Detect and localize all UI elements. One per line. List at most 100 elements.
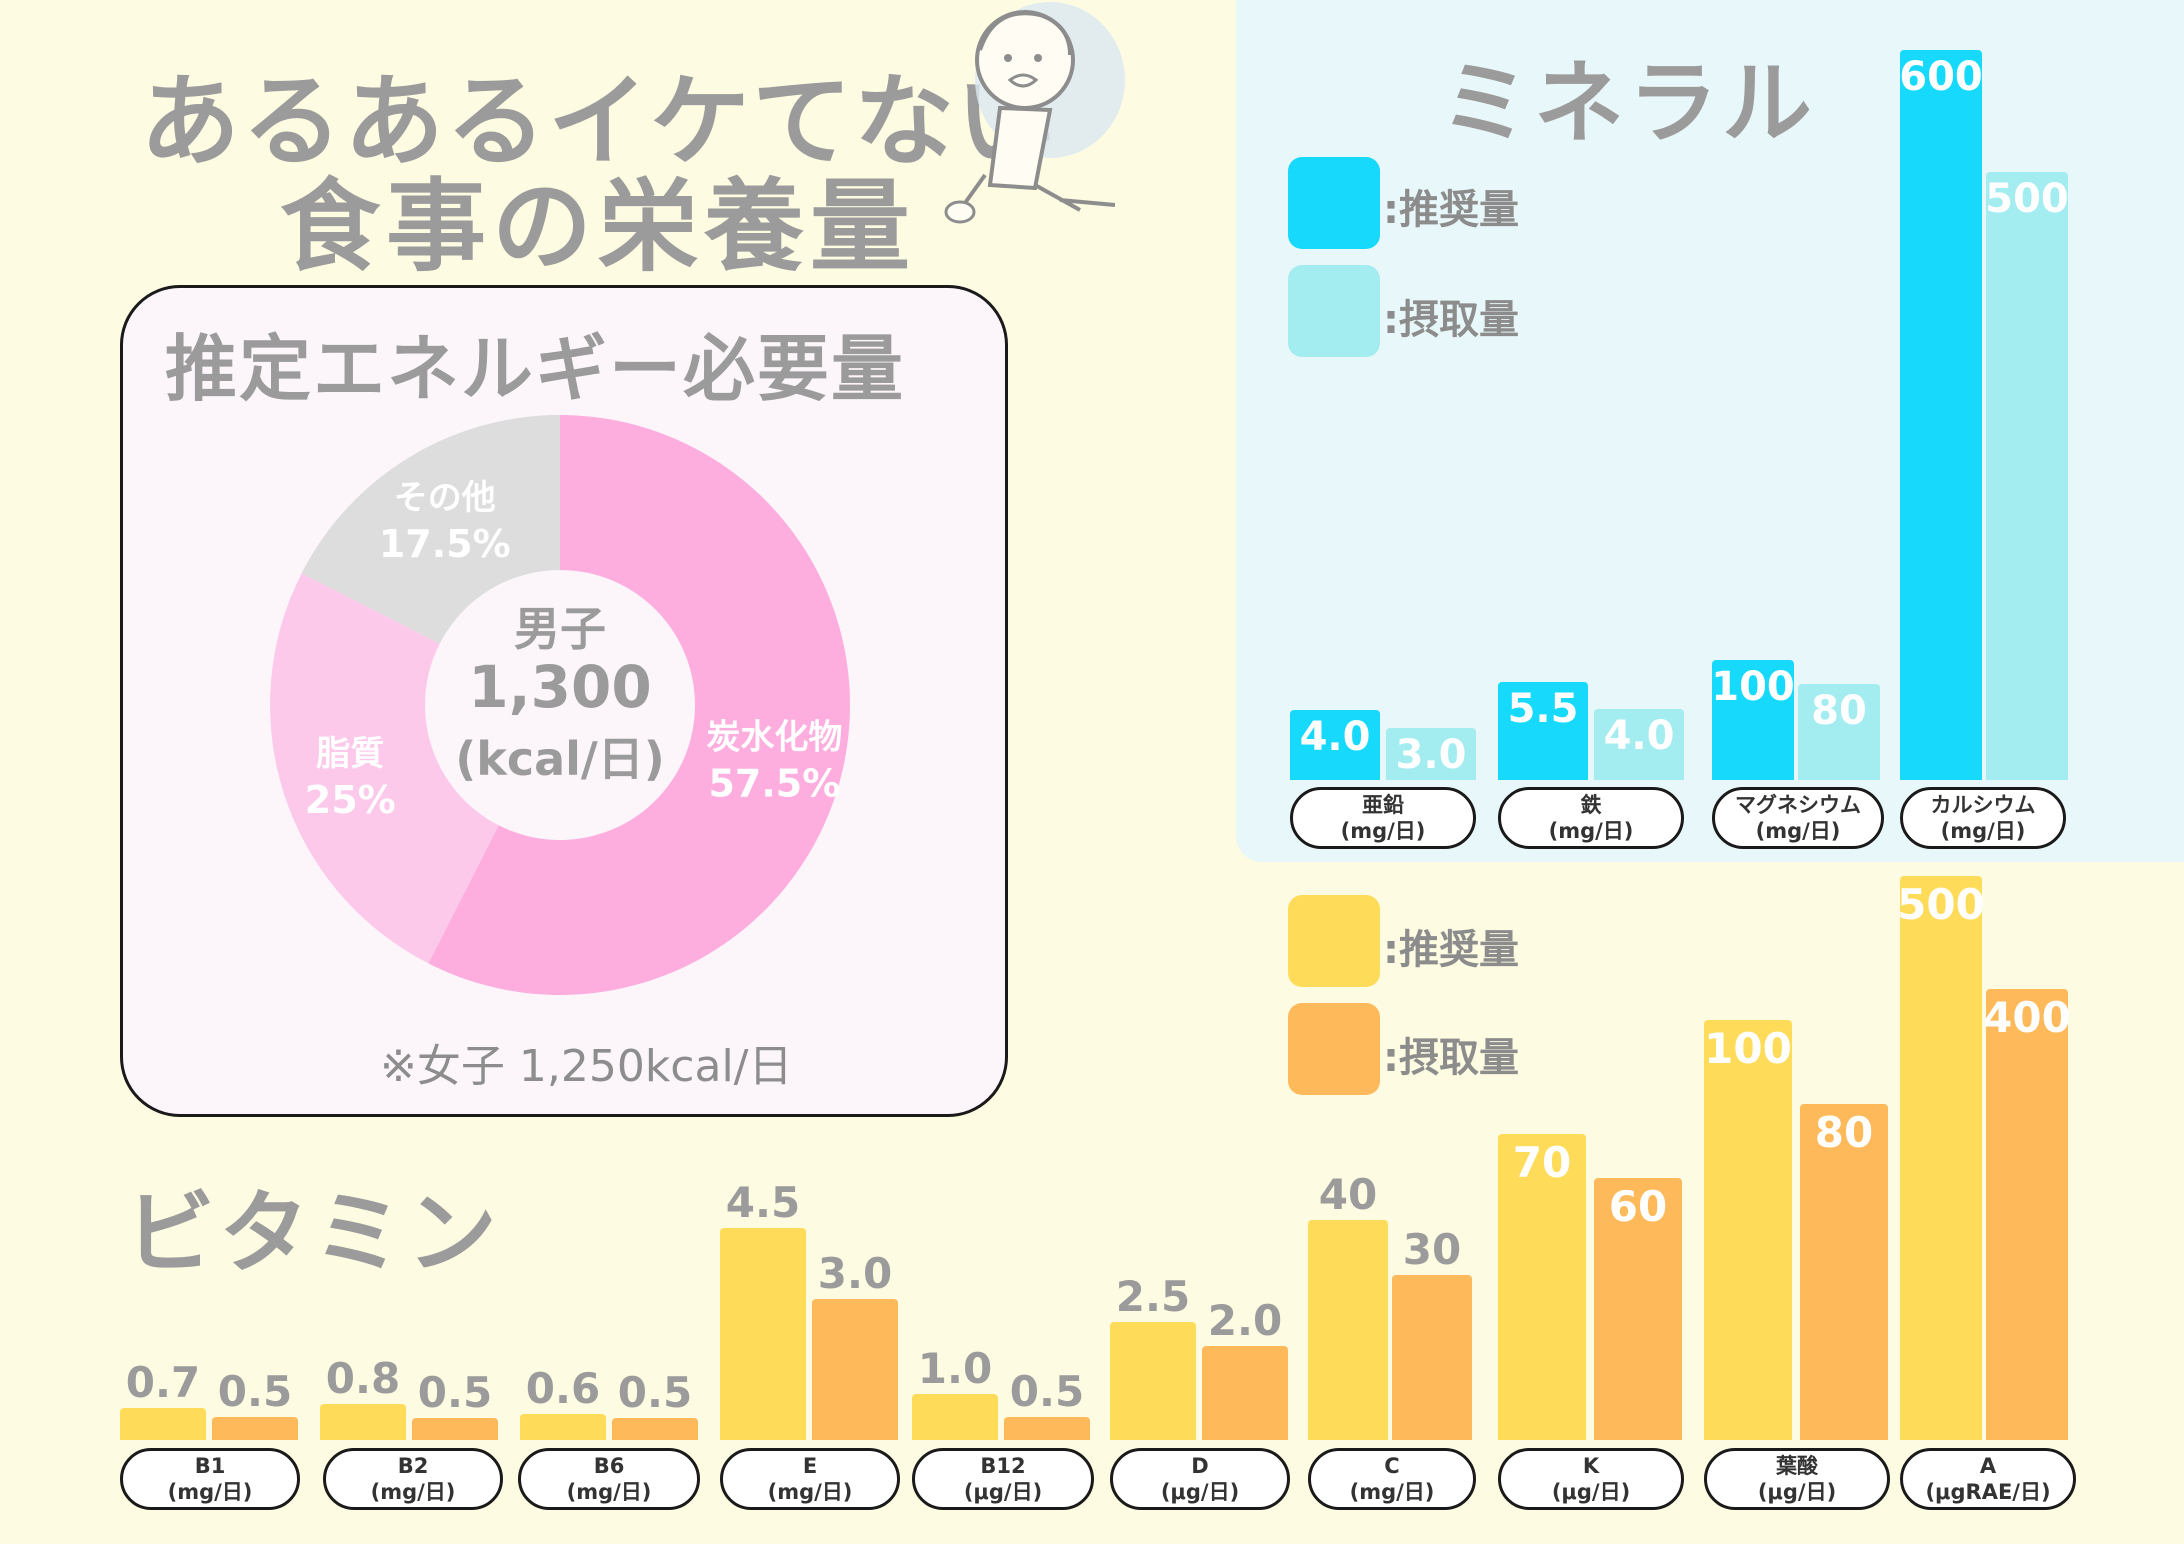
category-label: B6 (mg/日) (518, 1448, 700, 1510)
bar-value-label: 0.5 (417, 1367, 493, 1417)
energy-note: ※女子 1,250kcal/日 (380, 1041, 793, 1092)
bar-recommended (1498, 1134, 1586, 1440)
bar-value-label: 70 (1512, 1138, 1572, 1187)
bar-intake (1800, 1104, 1888, 1440)
category-label: D (μg/日) (1110, 1448, 1290, 1510)
energy-title: 推定エネルギー必要量 (165, 327, 906, 411)
bar-recommended (120, 1408, 206, 1440)
category-label: B1 (mg/日) (120, 1448, 300, 1510)
category-name: 鉄 (1580, 793, 1602, 817)
bar-value-label: 5.5 (1507, 686, 1579, 732)
category-label: 鉄 (mg/日) (1498, 787, 1684, 849)
bar-intake (412, 1417, 498, 1440)
donut-slice-3 (301, 415, 560, 644)
bar-recommended (1308, 1220, 1388, 1440)
category-unit: (μg/日) (963, 1480, 1043, 1504)
category-unit: (mg/日) (1548, 819, 1634, 843)
bar-recommended (912, 1394, 998, 1440)
bar-value-label: 2.5 (1115, 1272, 1191, 1321)
category-label: A (μgRAE/日) (1900, 1448, 2076, 1510)
category-name: B6 (593, 1454, 625, 1478)
legend-label-recommended: :推奨量 (1383, 187, 1519, 233)
bar-recommended (320, 1404, 406, 1440)
bar-recommended (1498, 682, 1588, 780)
bar-value-label: 4.5 (725, 1178, 801, 1227)
category-unit: (μgRAE/日) (1925, 1480, 2051, 1504)
category-unit: (mg/日) (1349, 1480, 1435, 1504)
bar-value-label: 1.0 (917, 1344, 993, 1393)
donut-center-label: 男子 (514, 602, 606, 656)
donut-slice-2 (270, 573, 499, 964)
bar-intake (812, 1298, 898, 1440)
bar-intake (1004, 1417, 1090, 1440)
bar-value-label: 100 (1704, 1024, 1792, 1073)
donut-slice-1 (428, 415, 850, 995)
category-label: マグネシウム (mg/日) (1712, 787, 1884, 849)
donut-slice-label: 脂質 (316, 734, 384, 774)
bar-value-label: 30 (1402, 1225, 1462, 1274)
mineral-title: ミネラル (1440, 51, 1816, 156)
bar-intake (1392, 1275, 1472, 1440)
category-name: B12 (980, 1454, 1026, 1478)
category-label: 亜鉛 (mg/日) (1290, 787, 1476, 849)
category-label: K (μg/日) (1498, 1448, 1684, 1510)
category-name: マグネシウム (1735, 793, 1861, 817)
category-name: K (1582, 1454, 1600, 1478)
bar-intake (612, 1418, 698, 1440)
bar-intake (1798, 684, 1880, 780)
bar-value-label: 3.0 (1395, 731, 1467, 778)
category-unit: (μg/日) (1160, 1480, 1240, 1504)
legend-swatch-intake (1288, 265, 1380, 357)
bar-value-label: 100 (1711, 664, 1795, 710)
bar-value-label: 0.5 (1009, 1367, 1085, 1416)
donut-center-value: 1,300 (468, 653, 651, 721)
category-unit: (mg/日) (1340, 819, 1426, 843)
bar-recommended (1900, 50, 1982, 780)
category-unit: (mg/日) (1755, 819, 1841, 843)
category-unit: (mg/日) (370, 1480, 456, 1504)
bar-value-label: 0.6 (525, 1364, 601, 1413)
bar-value-label: 0.5 (617, 1368, 693, 1418)
page-title-line1: あるあるイケてない (140, 63, 1058, 180)
bar-value-label: 80 (1811, 688, 1867, 734)
category-name: カルシウム (1930, 793, 2036, 817)
bar-value-label: 40 (1318, 1170, 1378, 1219)
bar-value-label: 4.0 (1603, 712, 1675, 759)
bar-intake (1594, 1177, 1682, 1440)
bar-recommended (520, 1414, 606, 1440)
category-label: B12 (μg/日) (912, 1448, 1094, 1510)
bar-value-label: 400 (1983, 992, 2071, 1042)
page-title-line2: 食事の栄養量 (280, 168, 916, 285)
bar-value-label: 4.0 (1299, 714, 1371, 760)
bar-recommended (720, 1228, 806, 1440)
bar-intake (1386, 727, 1476, 780)
bar-value-label: 600 (1899, 54, 1983, 100)
category-unit: (mg/日) (767, 1480, 853, 1504)
legend-swatch-vitamin-recommended (1288, 895, 1380, 987)
category-unit: (mg/日) (566, 1480, 652, 1504)
category-label: C (mg/日) (1308, 1448, 1476, 1510)
category-name: B2 (397, 1454, 429, 1478)
category-name: C (1384, 1454, 1400, 1478)
legend-swatch-recommended (1288, 157, 1380, 249)
category-name: B1 (194, 1454, 226, 1478)
category-name: 葉酸 (1776, 1454, 1818, 1478)
bar-value-label: 0.7 (125, 1358, 201, 1407)
bar-value-label: 3.0 (817, 1248, 893, 1298)
bar-value-label: 0.8 (325, 1354, 401, 1403)
donut-slice-percent: 25% (305, 778, 396, 822)
bar-value-label: 0.5 (217, 1367, 293, 1417)
bar-value-label: 500 (1897, 880, 1985, 929)
category-name: E (802, 1454, 818, 1478)
vitamin-title: ビタミン (125, 1181, 501, 1286)
bar-recommended (1290, 710, 1380, 780)
bar-intake (1986, 171, 2068, 780)
bar-intake (1986, 988, 2068, 1440)
category-label: E (mg/日) (720, 1448, 900, 1510)
donut-slice-label: その他 (394, 478, 496, 518)
donut-slice-label: 炭水化物 (706, 717, 842, 757)
category-unit: (mg/日) (167, 1480, 253, 1504)
category-unit: (μg/日) (1757, 1480, 1837, 1504)
bar-intake (1594, 708, 1684, 780)
